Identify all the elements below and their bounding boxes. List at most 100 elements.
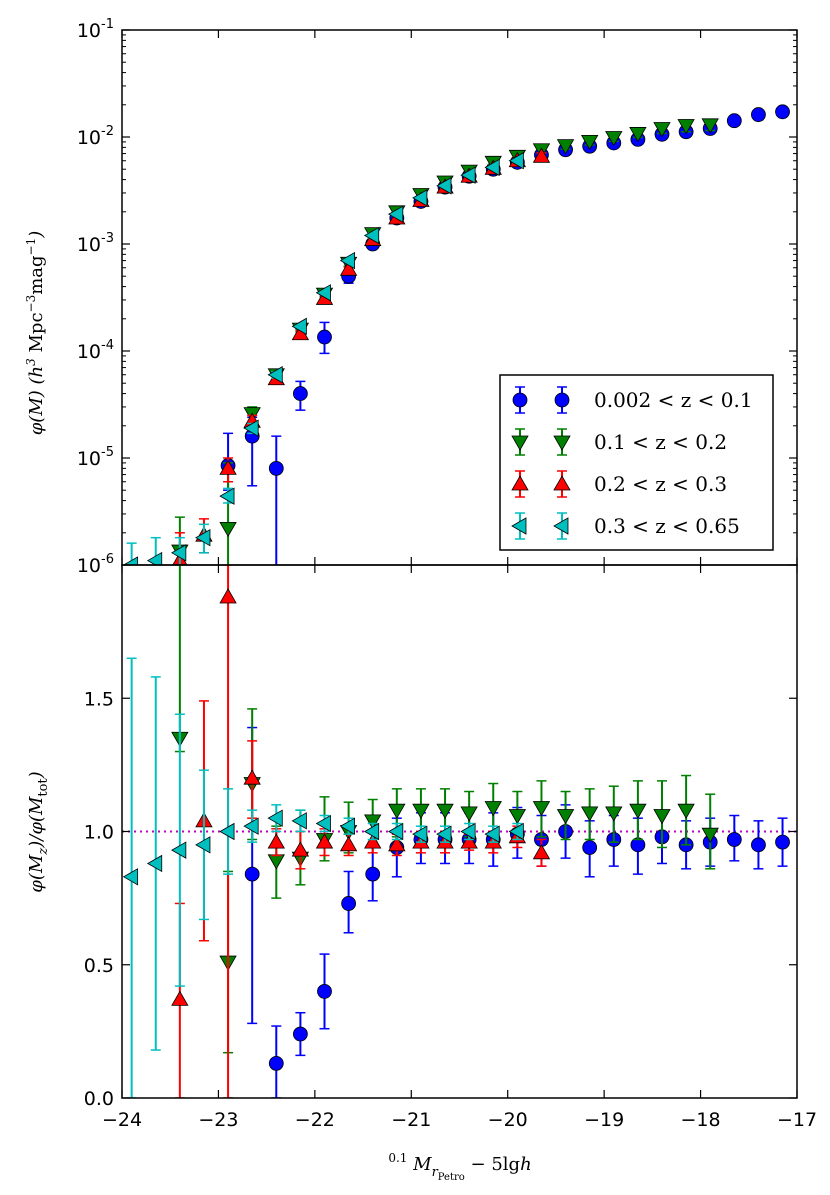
data-point: [436, 177, 452, 195]
data-point: [219, 588, 237, 604]
data-point: [365, 866, 381, 882]
data-point: [292, 1026, 308, 1042]
legend-entry: 0.002 < z < 0.1: [512, 386, 753, 414]
data-point: [146, 854, 163, 873]
data-point: [291, 317, 307, 336]
data-point: [460, 833, 478, 849]
data-point: [317, 984, 332, 999]
x-tick-label: −18: [681, 1109, 721, 1131]
data-point: [629, 127, 647, 143]
data-point: [122, 556, 139, 565]
x-tick-label: −17: [777, 1109, 817, 1131]
data-point: [412, 189, 428, 207]
data-point: [460, 822, 476, 841]
data-point: [364, 833, 382, 849]
data-point: [315, 284, 331, 302]
data-point: [315, 814, 331, 833]
data-point: [219, 822, 235, 841]
legend-entry: 0.1 < z < 0.2: [511, 428, 727, 456]
y-tick-label: 1.0: [84, 822, 114, 844]
data-point: [388, 803, 406, 819]
data-point: [580, 806, 599, 822]
data-point: [339, 836, 358, 852]
legend-label: 0.2 < z < 0.3: [594, 472, 727, 496]
data-point: [412, 803, 430, 819]
x-tick-label: −21: [391, 1109, 431, 1131]
data-point: [508, 822, 524, 841]
data-point: [677, 803, 695, 819]
bottom-y-axis-label: φ(Mz)/φ(Mtot): [26, 771, 51, 892]
data-point: [677, 119, 695, 135]
legend-marker: [553, 517, 569, 535]
legend-entry: 0.3 < z < 0.65: [511, 512, 740, 540]
legend-entry: 0.2 < z < 0.3: [511, 470, 727, 498]
data-point: [775, 104, 790, 120]
data-point: [775, 834, 790, 850]
data-point: [484, 801, 502, 817]
data-point: [460, 166, 476, 184]
data-point: [339, 251, 356, 270]
data-point: [582, 840, 598, 855]
y-tick-label: 0.0: [84, 1088, 114, 1110]
data-point: [726, 113, 742, 129]
y-tick-label: 10-3: [77, 231, 114, 256]
top-series-3: [122, 152, 524, 565]
top-panel: 10-6 10-5 10-4 10-3 10-2 10-1: [77, 17, 798, 577]
y-tick-label: 10-1: [77, 17, 114, 42]
data-point: [267, 366, 283, 384]
legend-marker: [511, 435, 529, 451]
data-point: [243, 769, 261, 785]
y-tick-label: 10-2: [77, 124, 114, 149]
data-point: [726, 832, 742, 847]
data-point: [460, 806, 478, 822]
data-point: [195, 528, 211, 547]
data-point: [436, 803, 454, 819]
data-point: [267, 809, 283, 827]
legend-label: 0.1 < z < 0.2: [594, 430, 727, 454]
data-point: [339, 260, 358, 276]
data-point: [268, 1055, 284, 1071]
y-tick-label: 10-4: [77, 338, 114, 363]
data-point: [243, 817, 259, 835]
data-point: [219, 521, 237, 538]
data-point: [629, 803, 647, 819]
data-point: [556, 139, 575, 155]
data-point: [701, 118, 719, 134]
data-point: [291, 812, 307, 830]
data-point: [605, 131, 623, 147]
data-point: [653, 809, 671, 825]
data-point: [219, 487, 235, 505]
data-point: [317, 329, 332, 345]
data-point: [315, 833, 334, 849]
x-tick-label: −19: [584, 1109, 624, 1131]
data-point: [532, 844, 551, 860]
data-point: [364, 814, 382, 830]
data-point: [122, 868, 139, 886]
legend-marker: [511, 475, 529, 491]
data-point: [508, 809, 527, 825]
data-point: [268, 460, 284, 476]
data-point: [701, 827, 719, 843]
x-tick-label: −22: [295, 1109, 335, 1131]
data-point: [751, 837, 766, 853]
legend: 0.002 < z < 0.1 0.1 < z < 0.2 0.2 < z < 0.…: [499, 374, 774, 551]
bottom-panel: 0.0 0.5 1.0 1.5 −24 −23 −22 −21 −20 −19 −18 −17: [84, 564, 817, 1131]
legend-label: 0.002 < z < 0.1: [594, 388, 753, 412]
top-plot-area: [122, 104, 790, 565]
legend-marker: [553, 475, 571, 491]
data-point: [363, 822, 380, 841]
data-point: [171, 990, 189, 1006]
top-y-axis-label: φ(M) (h3 Mpc−3mag−1): [24, 231, 47, 436]
data-point: [219, 459, 237, 475]
bottom-plot-area: [122, 565, 797, 1098]
bottom-series-3: [122, 657, 524, 1098]
data-point: [751, 107, 766, 122]
y-tick-label: 1.5: [84, 688, 114, 710]
legend-label: 0.3 < z < 0.65: [594, 514, 740, 538]
data-point: [484, 825, 500, 843]
data-point: [388, 836, 406, 852]
data-point: [267, 833, 285, 849]
data-point: [532, 147, 551, 163]
data-point: [244, 866, 260, 882]
